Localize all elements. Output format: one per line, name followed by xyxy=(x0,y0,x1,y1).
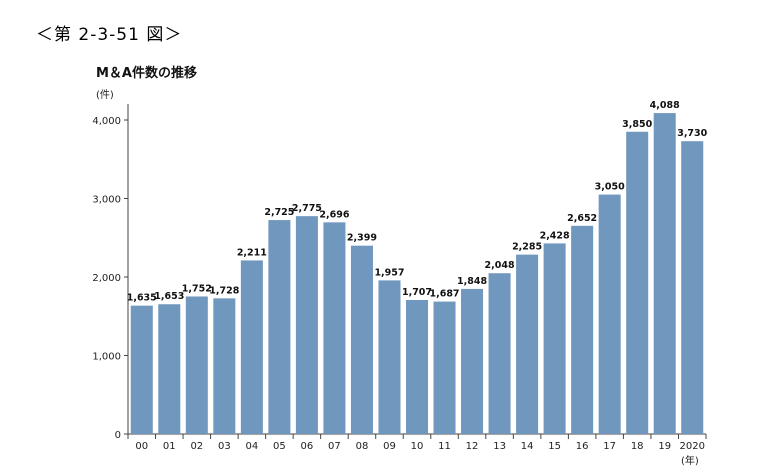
bar-value-label: 1,752 xyxy=(182,283,212,294)
bar-value-label: 1,653 xyxy=(154,291,184,302)
y-tick-label: 3,000 xyxy=(92,195,121,206)
x-tick-label: 18 xyxy=(631,441,644,452)
bar xyxy=(433,301,456,434)
bar-value-label: 1,728 xyxy=(209,285,239,296)
x-tick-label: 13 xyxy=(493,441,506,452)
x-tick-label: 07 xyxy=(328,441,341,452)
x-tick-label: 03 xyxy=(218,441,231,452)
x-tick-label: 08 xyxy=(356,441,369,452)
bar xyxy=(295,216,318,434)
bar-value-label: 2,048 xyxy=(485,260,515,271)
x-tick-label: 04 xyxy=(245,441,258,452)
x-axis-unit-label: (年) xyxy=(681,454,699,467)
bar xyxy=(598,194,621,434)
chart-title: M＆A件数の推移 xyxy=(96,66,197,81)
bar-value-label: 3,730 xyxy=(677,128,707,139)
x-tick-label: 05 xyxy=(273,441,286,452)
bars xyxy=(130,113,704,434)
x-axis: 00 01 02 03 04 05 06 07 08 09 10 11 12 13 14 15 16 17 18 19… xyxy=(127,433,707,452)
bar-value-label: 1,848 xyxy=(457,276,487,287)
x-tick-label: 10 xyxy=(411,441,424,452)
y-axis-unit-label: (件) xyxy=(96,89,114,101)
bar-value-label: 2,211 xyxy=(237,247,267,258)
x-tick-label: 17 xyxy=(603,441,616,452)
bar-value-label: 2,428 xyxy=(540,230,570,241)
bar-value-label: 2,775 xyxy=(292,203,322,214)
bar xyxy=(350,245,373,434)
bar-value-label: 2,285 xyxy=(512,242,542,253)
bar-value-label: 2,725 xyxy=(264,207,294,218)
y-tick-label: 2,000 xyxy=(92,273,121,284)
bar xyxy=(130,305,153,434)
bar xyxy=(681,141,704,434)
x-tick-label: 15 xyxy=(548,441,561,452)
bar xyxy=(323,222,346,434)
figure-caption: ＜第 2-3-51 図＞ xyxy=(36,25,183,45)
x-tick-label: 09 xyxy=(383,441,396,452)
bar xyxy=(185,296,208,434)
x-tick-label: 11 xyxy=(438,441,451,452)
bar-value-label: 2,652 xyxy=(567,213,597,224)
bar xyxy=(213,298,236,434)
x-tick-label: 2020 xyxy=(680,441,705,452)
bar xyxy=(240,260,263,434)
x-tick-label: 00 xyxy=(135,441,148,452)
bar xyxy=(488,273,511,434)
bar xyxy=(516,254,539,434)
bar xyxy=(543,243,566,434)
bar-value-label: 4,088 xyxy=(650,100,680,111)
y-axis: 0 1,000 2,000 3,000 4,000 xyxy=(92,104,129,441)
bar xyxy=(626,131,649,434)
bar xyxy=(378,280,401,434)
bar xyxy=(158,304,181,434)
bar xyxy=(405,300,429,434)
bar-value-label: 3,850 xyxy=(622,119,652,130)
bar-value-label: 1,957 xyxy=(374,267,404,278)
x-tick-label: 14 xyxy=(521,441,534,452)
bar-value-label: 1,635 xyxy=(127,293,157,304)
x-tick-label: 12 xyxy=(466,441,479,452)
bar-value-label: 2,696 xyxy=(319,209,349,220)
bar xyxy=(653,113,676,434)
x-tick-label: 01 xyxy=(163,441,176,452)
x-tick-label: 19 xyxy=(658,441,671,452)
y-tick-label: 4,000 xyxy=(92,116,121,127)
y-tick-label: 1,000 xyxy=(92,352,121,363)
bar-value-label: 1,687 xyxy=(429,289,459,300)
bar-value-label: 3,050 xyxy=(595,182,625,193)
y-tick-label: 0 xyxy=(115,430,121,441)
bar xyxy=(268,220,291,434)
bar-value-label: 1,707 xyxy=(402,287,432,298)
x-tick-label: 16 xyxy=(576,441,589,452)
bar xyxy=(461,288,484,434)
bar xyxy=(571,225,594,434)
x-tick-label: 02 xyxy=(190,441,203,452)
bar-value-label: 2,399 xyxy=(347,233,377,244)
x-tick-label: 06 xyxy=(301,441,314,452)
